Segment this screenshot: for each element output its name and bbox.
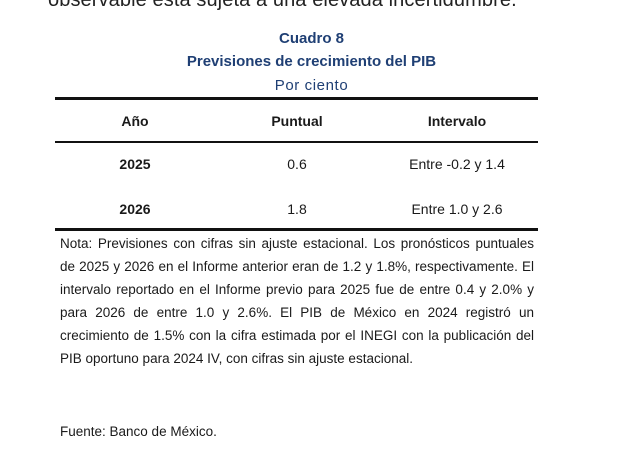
row-interval: Entre -0.2 y 1.4 (409, 156, 505, 172)
row-year: 2026 (119, 201, 151, 217)
table-number: Cuadro 8 (278, 30, 344, 47)
table-title: Previsiones de crecimiento del PIB (186, 53, 437, 70)
preceding-text-line: observable está sujeta a una elevada inc… (48, 0, 517, 11)
table-row: 2026 1.8 Entre 1.0 y 2.6 (55, 197, 538, 221)
header-year: Año (121, 113, 149, 129)
table-note: Nota: Previsiones con cifras sin ajuste … (60, 236, 534, 366)
table-bottom-rule (55, 228, 538, 231)
header-interval: Intervalo (427, 113, 487, 129)
row-year: 2025 (119, 156, 151, 172)
table-source: Fuente: Banco de México. (60, 424, 217, 439)
table-unit: Por ciento (274, 77, 349, 94)
table-header-rule (55, 141, 538, 143)
table-header-row: Año Puntual Intervalo (55, 109, 538, 133)
header-point-forecast: Puntual (271, 113, 323, 129)
row-interval: Entre 1.0 y 2.6 (411, 201, 503, 217)
table-row: 2025 0.6 Entre -0.2 y 1.4 (55, 152, 538, 176)
row-point-forecast: 0.6 (287, 156, 307, 172)
table-top-rule (55, 97, 538, 100)
row-point-forecast: 1.8 (287, 201, 307, 217)
